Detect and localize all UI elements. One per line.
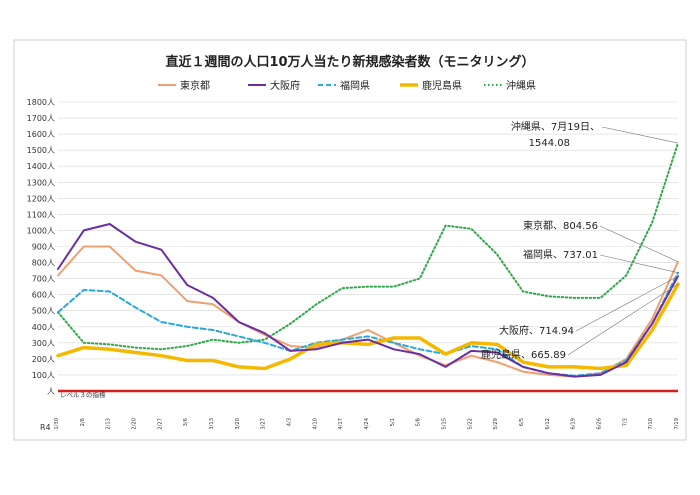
annotation-leader	[575, 275, 679, 332]
legend: 東京都 大阪府 福岡県 鹿児島県 沖縄県	[158, 79, 536, 92]
era-label: R4	[40, 423, 51, 432]
y-tick-label: 1400人	[27, 162, 55, 171]
x-tick-label: 4/24	[364, 417, 370, 429]
x-tick-label: 2/27	[157, 418, 163, 430]
annotation-leader	[601, 126, 679, 144]
x-tick-label: 4/3	[287, 418, 293, 426]
x-tick-label: 5/8	[416, 418, 422, 426]
x-tick-label: 6/26	[597, 418, 603, 430]
x-tick-label: 6/5	[519, 418, 525, 426]
annotation-leader	[599, 254, 679, 273]
legend-label: 福岡県	[340, 79, 370, 92]
y-tick-label: 700人	[32, 275, 55, 284]
x-tick-label: 1/30	[54, 418, 60, 430]
annotation-label: 福岡県、737.01	[523, 248, 598, 261]
y-tick-label: 1500人	[27, 146, 55, 155]
y-tick-label: 1300人	[27, 178, 55, 187]
x-tick-label: 5/15	[442, 418, 448, 430]
x-tick-label: 5/22	[467, 418, 473, 430]
annotations: 沖縄県、7月19日、 1544.08 東京都、804.56 福岡県、737.01 大阪府…	[481, 120, 679, 361]
x-tick-label: 7/3	[622, 418, 628, 426]
legend-label: 東京都	[180, 79, 210, 92]
threshold-label: レベル３の指標	[60, 390, 106, 399]
x-tick-label: 7/19	[674, 418, 680, 430]
x-tick-label: 4/17	[338, 418, 344, 430]
x-tick-label: 3/13	[209, 418, 215, 430]
y-tick-label: 1800人	[27, 98, 55, 107]
series-line-沖縄県	[57, 142, 679, 351]
annotation-label: 沖縄県、7月19日、	[511, 120, 600, 133]
y-tick-label: 1200人	[27, 194, 55, 203]
x-tick-label: 6/19	[571, 418, 577, 430]
y-tick-label: 1100人	[27, 210, 55, 219]
x-tick-label: 4/10	[312, 418, 318, 430]
x-tick-label: 2/20	[132, 418, 138, 430]
annotation-label: 大阪府、714.94	[499, 324, 574, 337]
legend-label: 鹿児島県	[422, 79, 462, 92]
annotation-leader	[599, 225, 679, 263]
y-tick-label: 600人	[32, 291, 55, 300]
series-line-鹿児島県	[56, 282, 680, 371]
x-tick-label: 3/6	[183, 418, 189, 426]
chart-title: 直近１週間の人口10万人当たり新規感染者数（モニタリング）	[165, 54, 534, 70]
y-tick-label: 1600人	[27, 130, 55, 139]
y-tick-label: 900人	[32, 243, 55, 252]
x-tick-label: 2/6	[80, 418, 86, 426]
annotation-value: 1544.08	[529, 138, 570, 149]
annotation-label: 鹿児島県、665.89	[481, 348, 566, 361]
y-axis-ticks: 人 100人 200人 300人 400人 500人 600人 700人 800人 900人 100…	[27, 98, 55, 396]
x-tick-label: 7/10	[648, 418, 654, 430]
y-tick-label: 1700人	[27, 114, 55, 123]
chart-frame	[13, 39, 687, 441]
x-tick-label: 6/12	[545, 418, 551, 430]
x-axis-ticks: 1/30 2/6 2/13 2/20 2/27 3/6 3/13 3/20 3/27 4/3 4/1…	[54, 417, 680, 429]
y-tick-label: 100人	[32, 371, 55, 380]
series-lines	[56, 142, 680, 378]
x-tick-label: 5/1	[390, 418, 396, 426]
y-tick-label: 200人	[32, 355, 55, 364]
x-tick-label: 3/20	[235, 418, 241, 430]
y-tick-label: 300人	[32, 339, 55, 348]
x-tick-label: 2/13	[106, 418, 112, 430]
legend-label: 大阪府	[270, 79, 300, 92]
y-tick-label: 1000人	[27, 226, 55, 235]
x-tick-label: 5/29	[493, 418, 499, 430]
y-tick-label: 800人	[32, 259, 55, 268]
y-tick-label: 400人	[32, 323, 55, 332]
y-tick-label: 500人	[32, 307, 55, 316]
legend-label: 沖縄県	[506, 79, 536, 92]
annotation-leader	[567, 283, 679, 356]
series-line-大阪府	[57, 223, 679, 378]
annotation-label: 東京都、804.56	[523, 219, 598, 232]
y-tick-label: 人	[47, 387, 55, 396]
x-tick-label: 3/27	[261, 418, 267, 430]
